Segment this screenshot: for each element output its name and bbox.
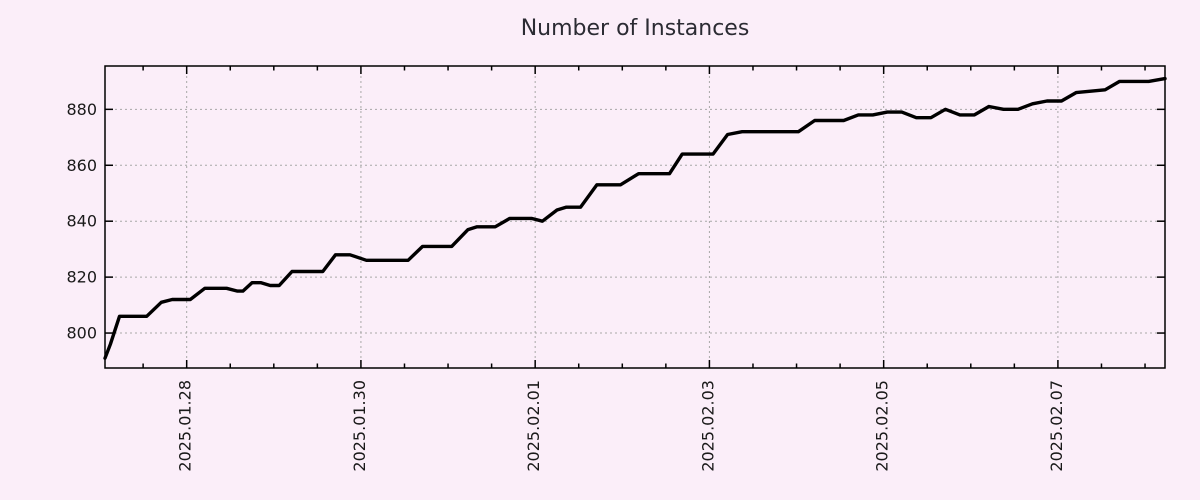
x-axis-ticks (142, 66, 1146, 368)
svg-text:820: 820 (66, 268, 97, 287)
plot-border (104, 65, 1166, 369)
svg-text:840: 840 (66, 212, 97, 231)
svg-text:880: 880 (66, 100, 97, 119)
svg-text:860: 860 (66, 156, 97, 175)
x-axis-labels: 2025.01.28 2025.01.30 2025.02.01 2025.02.03… (176, 380, 1066, 472)
x-gridlines (186, 66, 1059, 368)
svg-text:2025.02.03: 2025.02.03 (698, 380, 717, 472)
y-axis-ticks (105, 108, 1165, 334)
svg-text:2025.02.07: 2025.02.07 (1047, 380, 1066, 472)
svg-text:2025.02.01: 2025.02.01 (524, 380, 543, 472)
y-axis-labels: 800 820 840 860 880 (66, 100, 97, 343)
series-line-instances (103, 76, 1167, 360)
y-gridlines (105, 108, 1165, 334)
chart-title: Number of Instances (520, 16, 750, 41)
svg-text:2025.01.28: 2025.01.28 (176, 380, 195, 472)
svg-text:2025.01.30: 2025.01.30 (350, 380, 369, 472)
svg-text:800: 800 (66, 324, 97, 343)
svg-text:2025.02.05: 2025.02.05 (873, 380, 892, 472)
